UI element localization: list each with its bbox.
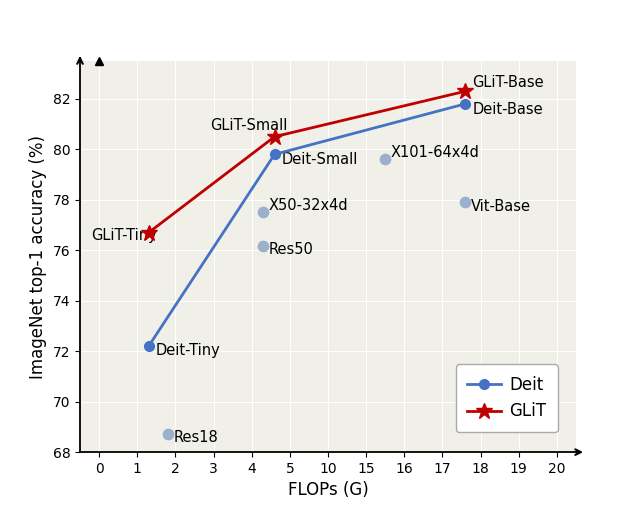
Point	[380, 155, 390, 164]
X-axis label: FLOPs (G): FLOPs (G)	[287, 482, 369, 499]
GLiT	[461, 88, 469, 94]
GLiT	[271, 134, 278, 140]
Legend: Deit, GLiT: Deit, GLiT	[456, 364, 557, 432]
Point	[258, 242, 268, 250]
Deit	[145, 343, 152, 349]
Line: GLiT: GLiT	[140, 83, 474, 241]
Text: Res50: Res50	[269, 242, 314, 257]
Point	[258, 208, 268, 216]
Point	[163, 430, 173, 438]
Deit	[461, 101, 469, 107]
Text: Deit-Tiny: Deit-Tiny	[156, 343, 220, 358]
Y-axis label: ImageNet top-1 accuracy (%): ImageNet top-1 accuracy (%)	[29, 135, 47, 378]
Text: Vit-Base: Vit-Base	[471, 199, 531, 214]
Text: GLiT-Base: GLiT-Base	[472, 76, 544, 90]
Text: Deit-Base: Deit-Base	[472, 102, 543, 117]
GLiT	[145, 230, 152, 236]
Text: Res18: Res18	[173, 430, 218, 444]
Text: X50-32x4d: X50-32x4d	[269, 198, 349, 213]
Text: GLiT-Small: GLiT-Small	[210, 118, 287, 134]
Point	[460, 198, 470, 206]
Text: GLiT-Tiny: GLiT-Tiny	[92, 228, 157, 243]
Text: Deit-Small: Deit-Small	[282, 152, 358, 168]
Line: Deit: Deit	[144, 99, 470, 351]
Text: X101-64x4d: X101-64x4d	[391, 145, 480, 160]
Deit	[271, 151, 278, 157]
